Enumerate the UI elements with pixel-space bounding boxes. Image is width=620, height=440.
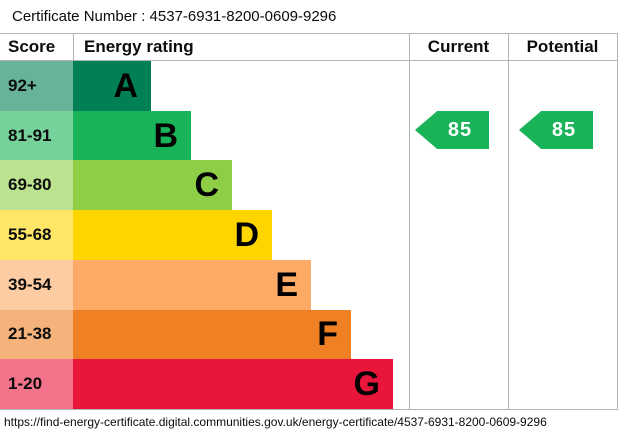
header-bottom-border: [0, 60, 618, 61]
table-bottom-border: [0, 409, 618, 410]
band-bar-a: A: [73, 61, 151, 111]
band-letter-d: D: [234, 216, 259, 255]
score-range-f: 21-38: [0, 309, 73, 360]
potential-rating-value: 85: [551, 118, 577, 141]
bands-area: 92+ A 81-91 B 69-80 C 55-68: [0, 61, 618, 410]
band-row-c: 69-80 C: [0, 160, 618, 211]
header-potential: Potential: [526, 37, 599, 56]
score-range-a: 92+: [0, 61, 73, 111]
band-letter-f: F: [317, 315, 338, 354]
score-range-d: 55-68: [0, 210, 73, 260]
band-row-g: 1-20 G: [0, 359, 618, 410]
score-range-g: 1-20: [0, 359, 73, 410]
header-score: Score: [8, 37, 56, 56]
certificate-url: https://find-energy-certificate.digital.…: [4, 415, 547, 429]
band-row-f: 21-38 F: [0, 309, 618, 360]
band-bar-e: E: [73, 259, 311, 310]
band-letter-a: A: [113, 66, 138, 105]
band-bar-b: B: [73, 110, 191, 161]
band-bar-d: D: [73, 210, 272, 260]
band-bar-g: G: [73, 359, 393, 410]
band-letter-g: G: [353, 365, 380, 404]
score-range-e: 39-54: [0, 259, 73, 310]
table-top-border: [0, 33, 618, 34]
table-right-border: [617, 33, 618, 410]
band-row-e: 39-54 E: [0, 259, 618, 310]
score-column-divider: [73, 33, 74, 60]
current-column-divider: [409, 33, 410, 410]
band-row-d: 55-68 D: [0, 210, 618, 260]
band-letter-c: C: [194, 166, 219, 205]
energy-rating-table: Score Energy rating Current Potential 92…: [0, 33, 618, 410]
potential-column-divider: [508, 33, 509, 410]
band-letter-e: E: [275, 265, 298, 304]
band-bar-f: F: [73, 309, 351, 360]
score-range-b: 81-91: [0, 110, 73, 161]
band-letter-b: B: [153, 116, 178, 155]
band-bar-c: C: [73, 160, 232, 211]
header-current: Current: [427, 37, 490, 56]
score-range-c: 69-80: [0, 160, 73, 211]
band-row-a: 92+ A: [0, 61, 618, 111]
certificate-number-title: Certificate Number : 4537-6931-8200-0609…: [12, 8, 337, 25]
band-row-b: 81-91 B: [0, 110, 618, 161]
header-energy-rating: Energy rating: [84, 37, 194, 56]
current-rating-value: 85: [447, 118, 473, 141]
